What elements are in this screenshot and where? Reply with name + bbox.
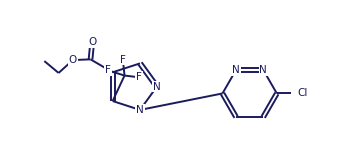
Text: N: N [259, 65, 267, 75]
Text: N: N [153, 82, 161, 92]
Text: N: N [232, 65, 240, 75]
Text: F: F [136, 72, 142, 82]
Text: F: F [105, 65, 111, 76]
Text: F: F [120, 55, 126, 65]
Text: Cl: Cl [297, 88, 308, 98]
Text: O: O [69, 55, 77, 65]
Text: N: N [136, 105, 144, 115]
Text: O: O [88, 37, 96, 47]
